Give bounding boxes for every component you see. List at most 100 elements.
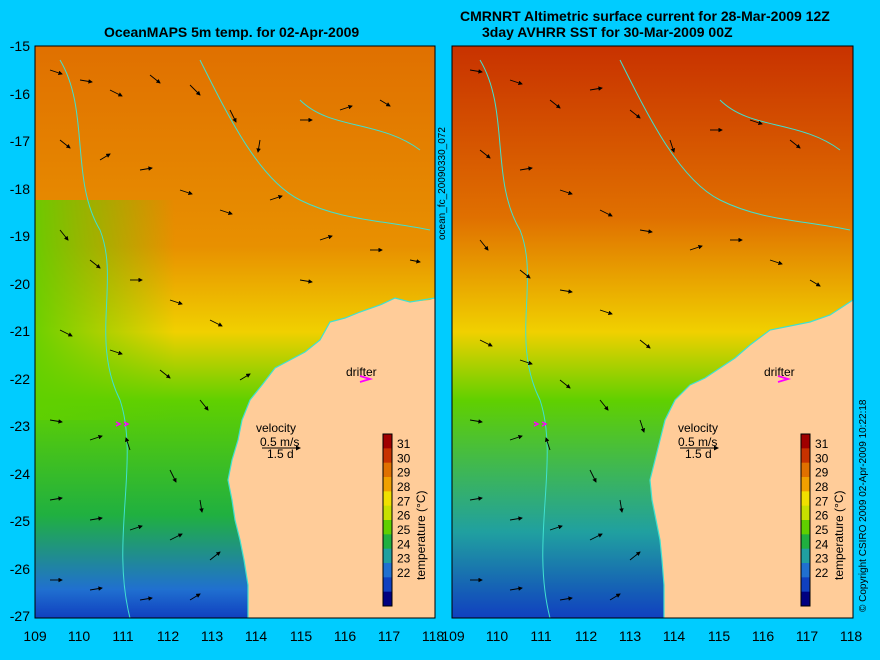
colorbar-tick: 23 (815, 552, 829, 566)
colorbar-swatch (383, 520, 392, 535)
lat-tick: -18 (9, 181, 30, 197)
velocity-label: velocity (678, 421, 718, 435)
lon-tick: 115 (707, 628, 731, 644)
lon-tick: 114 (662, 628, 686, 644)
lon-tick: 118 (421, 628, 445, 644)
colorbar-tick: 22 (397, 566, 411, 580)
lon-tick: 117 (377, 628, 401, 644)
left-cool-tongue (35, 200, 175, 420)
lon-tick: 113 (200, 628, 224, 644)
drifter-label: drifter (764, 365, 795, 379)
lat-tick: -24 (9, 466, 30, 482)
left-isobath (199, 59, 431, 231)
left-map (34, 45, 436, 619)
colorbar-swatch (383, 563, 392, 578)
lat-tick: -16 (9, 86, 30, 102)
colorbar-swatch (383, 448, 392, 464)
right-map-title-line1: CMRNRT Altimetric surface current for 28… (460, 8, 830, 24)
drifter-marker (359, 375, 374, 383)
lon-tick: 111 (112, 628, 134, 644)
lat-tick: -23 (9, 418, 30, 434)
lon-tick: 118 (839, 628, 863, 644)
right-map (451, 45, 854, 619)
left-isobath (59, 59, 131, 619)
lon-tick: 111 (530, 628, 552, 644)
lat-tick: -25 (9, 513, 30, 529)
left-map-title: OceanMAPS 5m temp. for 02-Apr-2009 (104, 24, 360, 40)
lat-tick: -22 (9, 371, 30, 387)
colorbar-swatch (801, 548, 810, 564)
colorbar-tick: 27 (815, 494, 829, 508)
colorbar-swatch (383, 534, 392, 550)
left-colorbar-label: temperature (°C) (414, 491, 428, 581)
lon-tick: 109 (441, 628, 465, 644)
lon-tick: 110 (485, 628, 509, 644)
colorbar-swatch (801, 505, 810, 521)
colorbar-frame (800, 433, 811, 607)
colorbar-swatch (383, 434, 392, 449)
left-current-vectors (49, 69, 421, 601)
lat-tick: -15 (9, 38, 30, 54)
colorbar-swatch (801, 477, 810, 492)
colorbar-tick: 28 (815, 480, 829, 494)
colorbar-swatch (383, 591, 392, 607)
colorbar-swatch (801, 491, 810, 507)
colorbar-tick: 25 (815, 523, 829, 537)
right-current-vectors (469, 69, 821, 601)
colorbar-tick: 31 (815, 437, 829, 451)
lat-tick: -26 (9, 561, 30, 577)
colorbar-tick: 22 (815, 566, 829, 580)
right-annotations: drifter velocity 0.5 m/s 1.5 d (533, 365, 795, 461)
drifter-track (115, 421, 130, 427)
lon-tick: 116 (751, 628, 775, 644)
colorbar-tick: 24 (815, 537, 829, 551)
lon-tick: 117 (795, 628, 819, 644)
colorbar-swatch (801, 563, 810, 578)
left-isobath (299, 99, 421, 151)
colorbar-tick: 28 (397, 480, 411, 494)
lon-tick: 109 (23, 628, 47, 644)
lon-tick: 112 (156, 628, 180, 644)
right-colorbar-label: temperature (°C) (832, 491, 846, 581)
lon-tick: 115 (289, 628, 313, 644)
colorbar-swatch (383, 477, 392, 492)
right-coastline (649, 299, 854, 618)
velocity-scale-speed: 0.5 m/s (260, 435, 299, 449)
colorbar-swatch (383, 491, 392, 507)
lon-tick: 114 (244, 628, 268, 644)
colorbar-swatch (801, 577, 810, 593)
colorbar-tick: 31 (397, 437, 411, 451)
right-map-title-line2: 3day AVHRR SST for 30-Mar-2009 00Z (482, 24, 733, 40)
colorbar-tick: 29 (397, 466, 411, 480)
colorbar-swatch (801, 462, 810, 478)
lon-tick: 112 (574, 628, 598, 644)
colorbar-tick: 23 (397, 552, 411, 566)
lat-tick: -27 (9, 608, 30, 624)
colorbar-swatch (801, 534, 810, 550)
colorbar-swatch (383, 548, 392, 564)
colorbar-tick: 24 (397, 537, 411, 551)
drifter-track (533, 421, 548, 427)
velocity-scale-duration: 1.5 d (685, 447, 712, 461)
colorbar-swatch (801, 591, 810, 607)
colorbar-tick: 27 (397, 494, 411, 508)
colorbar-swatch (383, 577, 392, 593)
left-coastline (227, 297, 436, 618)
velocity-scale-duration: 1.5 d (267, 447, 294, 461)
colorbar-frame (382, 433, 393, 607)
left-annotations: drifter velocity 0.5 m/s 1.5 d (115, 365, 377, 461)
velocity-scale-speed: 0.5 m/s (678, 435, 717, 449)
colorbar-tick: 29 (815, 466, 829, 480)
lon-tick: 113 (618, 628, 642, 644)
colorbar-tick: 30 (815, 451, 829, 465)
colorbar-swatch (801, 434, 810, 449)
lat-tick: -21 (9, 323, 30, 339)
colorbar-swatch (383, 505, 392, 521)
drifter-marker (777, 375, 792, 383)
lon-tick: 110 (67, 628, 91, 644)
lat-tick: -19 (9, 228, 30, 244)
lat-tick: -20 (9, 276, 30, 292)
